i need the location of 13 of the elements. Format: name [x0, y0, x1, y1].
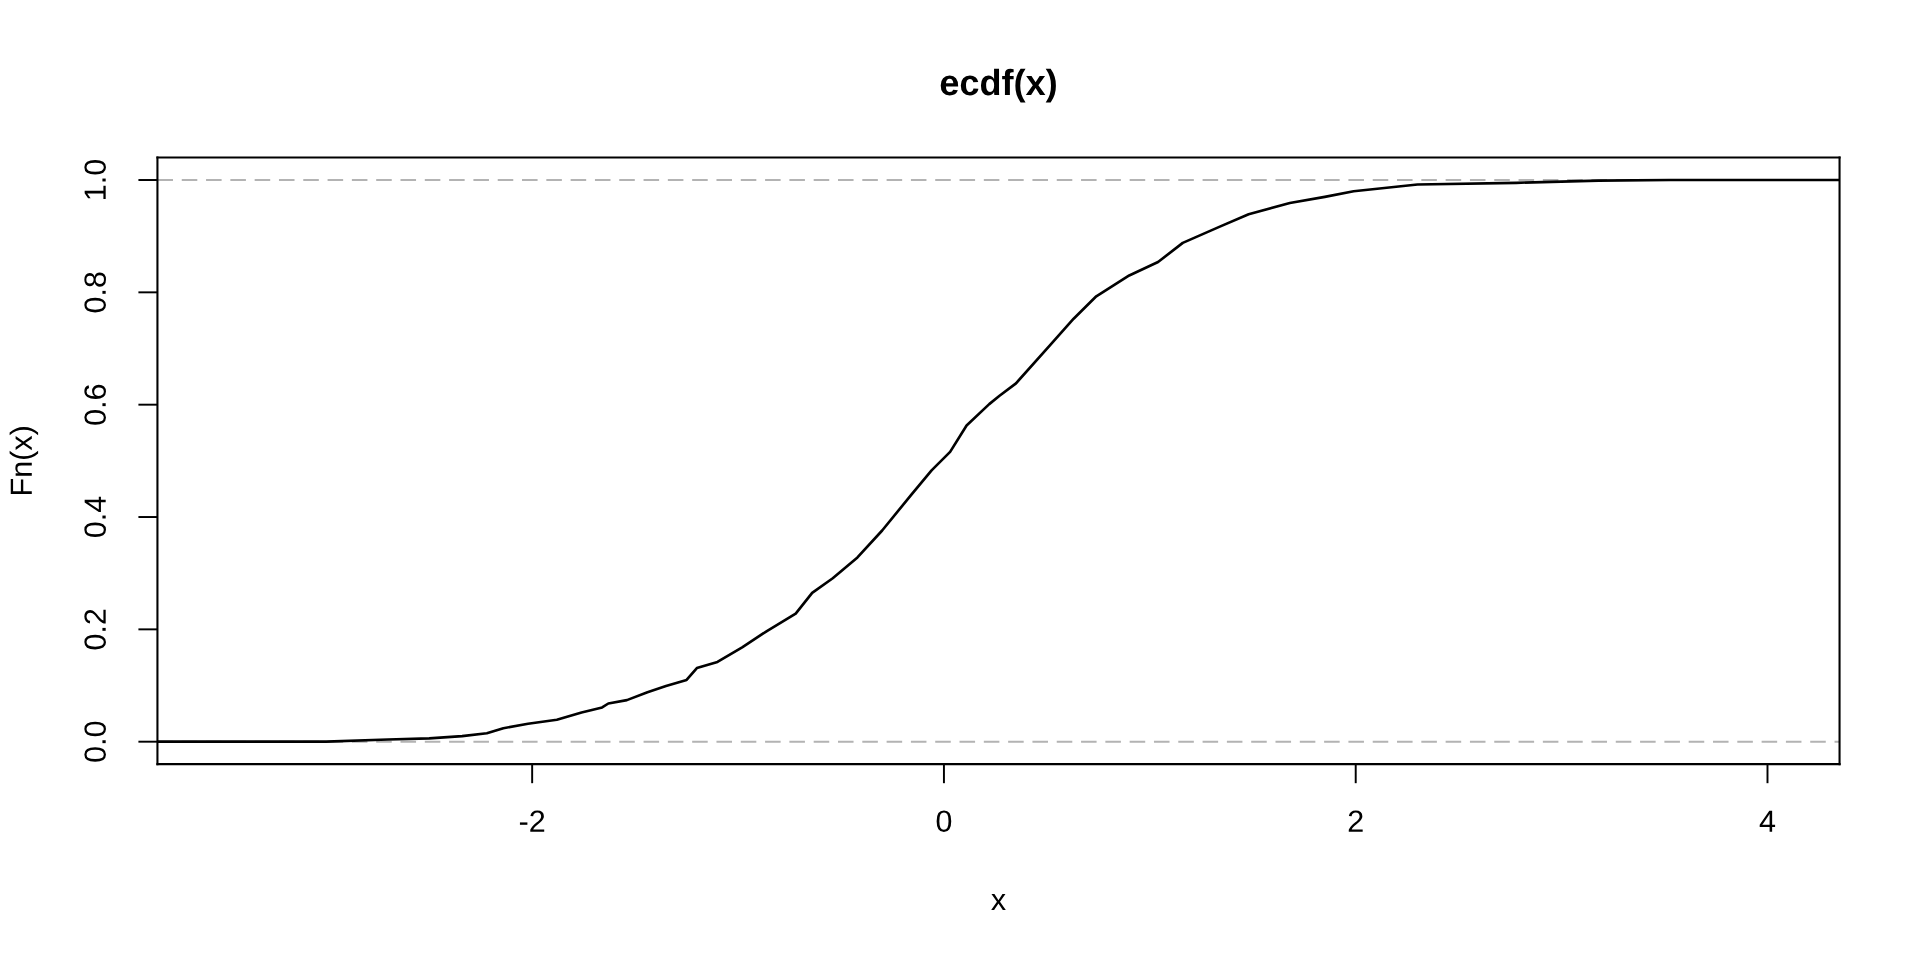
- chart-title: ecdf(x): [940, 68, 1056, 103]
- y-tick-label: 0.0: [84, 721, 106, 762]
- y-tick-label: 0.2: [84, 609, 106, 650]
- x-axis-title: x: [991, 893, 1006, 911]
- y-axis-title: Fn(x): [9, 427, 39, 494]
- x-tick-label: 2: [1348, 810, 1363, 832]
- x-tick-label: -2: [519, 810, 545, 832]
- x-tick-label: 4: [1759, 810, 1776, 832]
- y-tick-label: 1.0: [84, 159, 106, 199]
- x-tick-label: 0: [936, 810, 952, 833]
- y-tick-label: 0.6: [84, 384, 106, 425]
- y-tick-label: 0.8: [84, 272, 106, 313]
- y-tick-label: 0.4: [84, 496, 106, 538]
